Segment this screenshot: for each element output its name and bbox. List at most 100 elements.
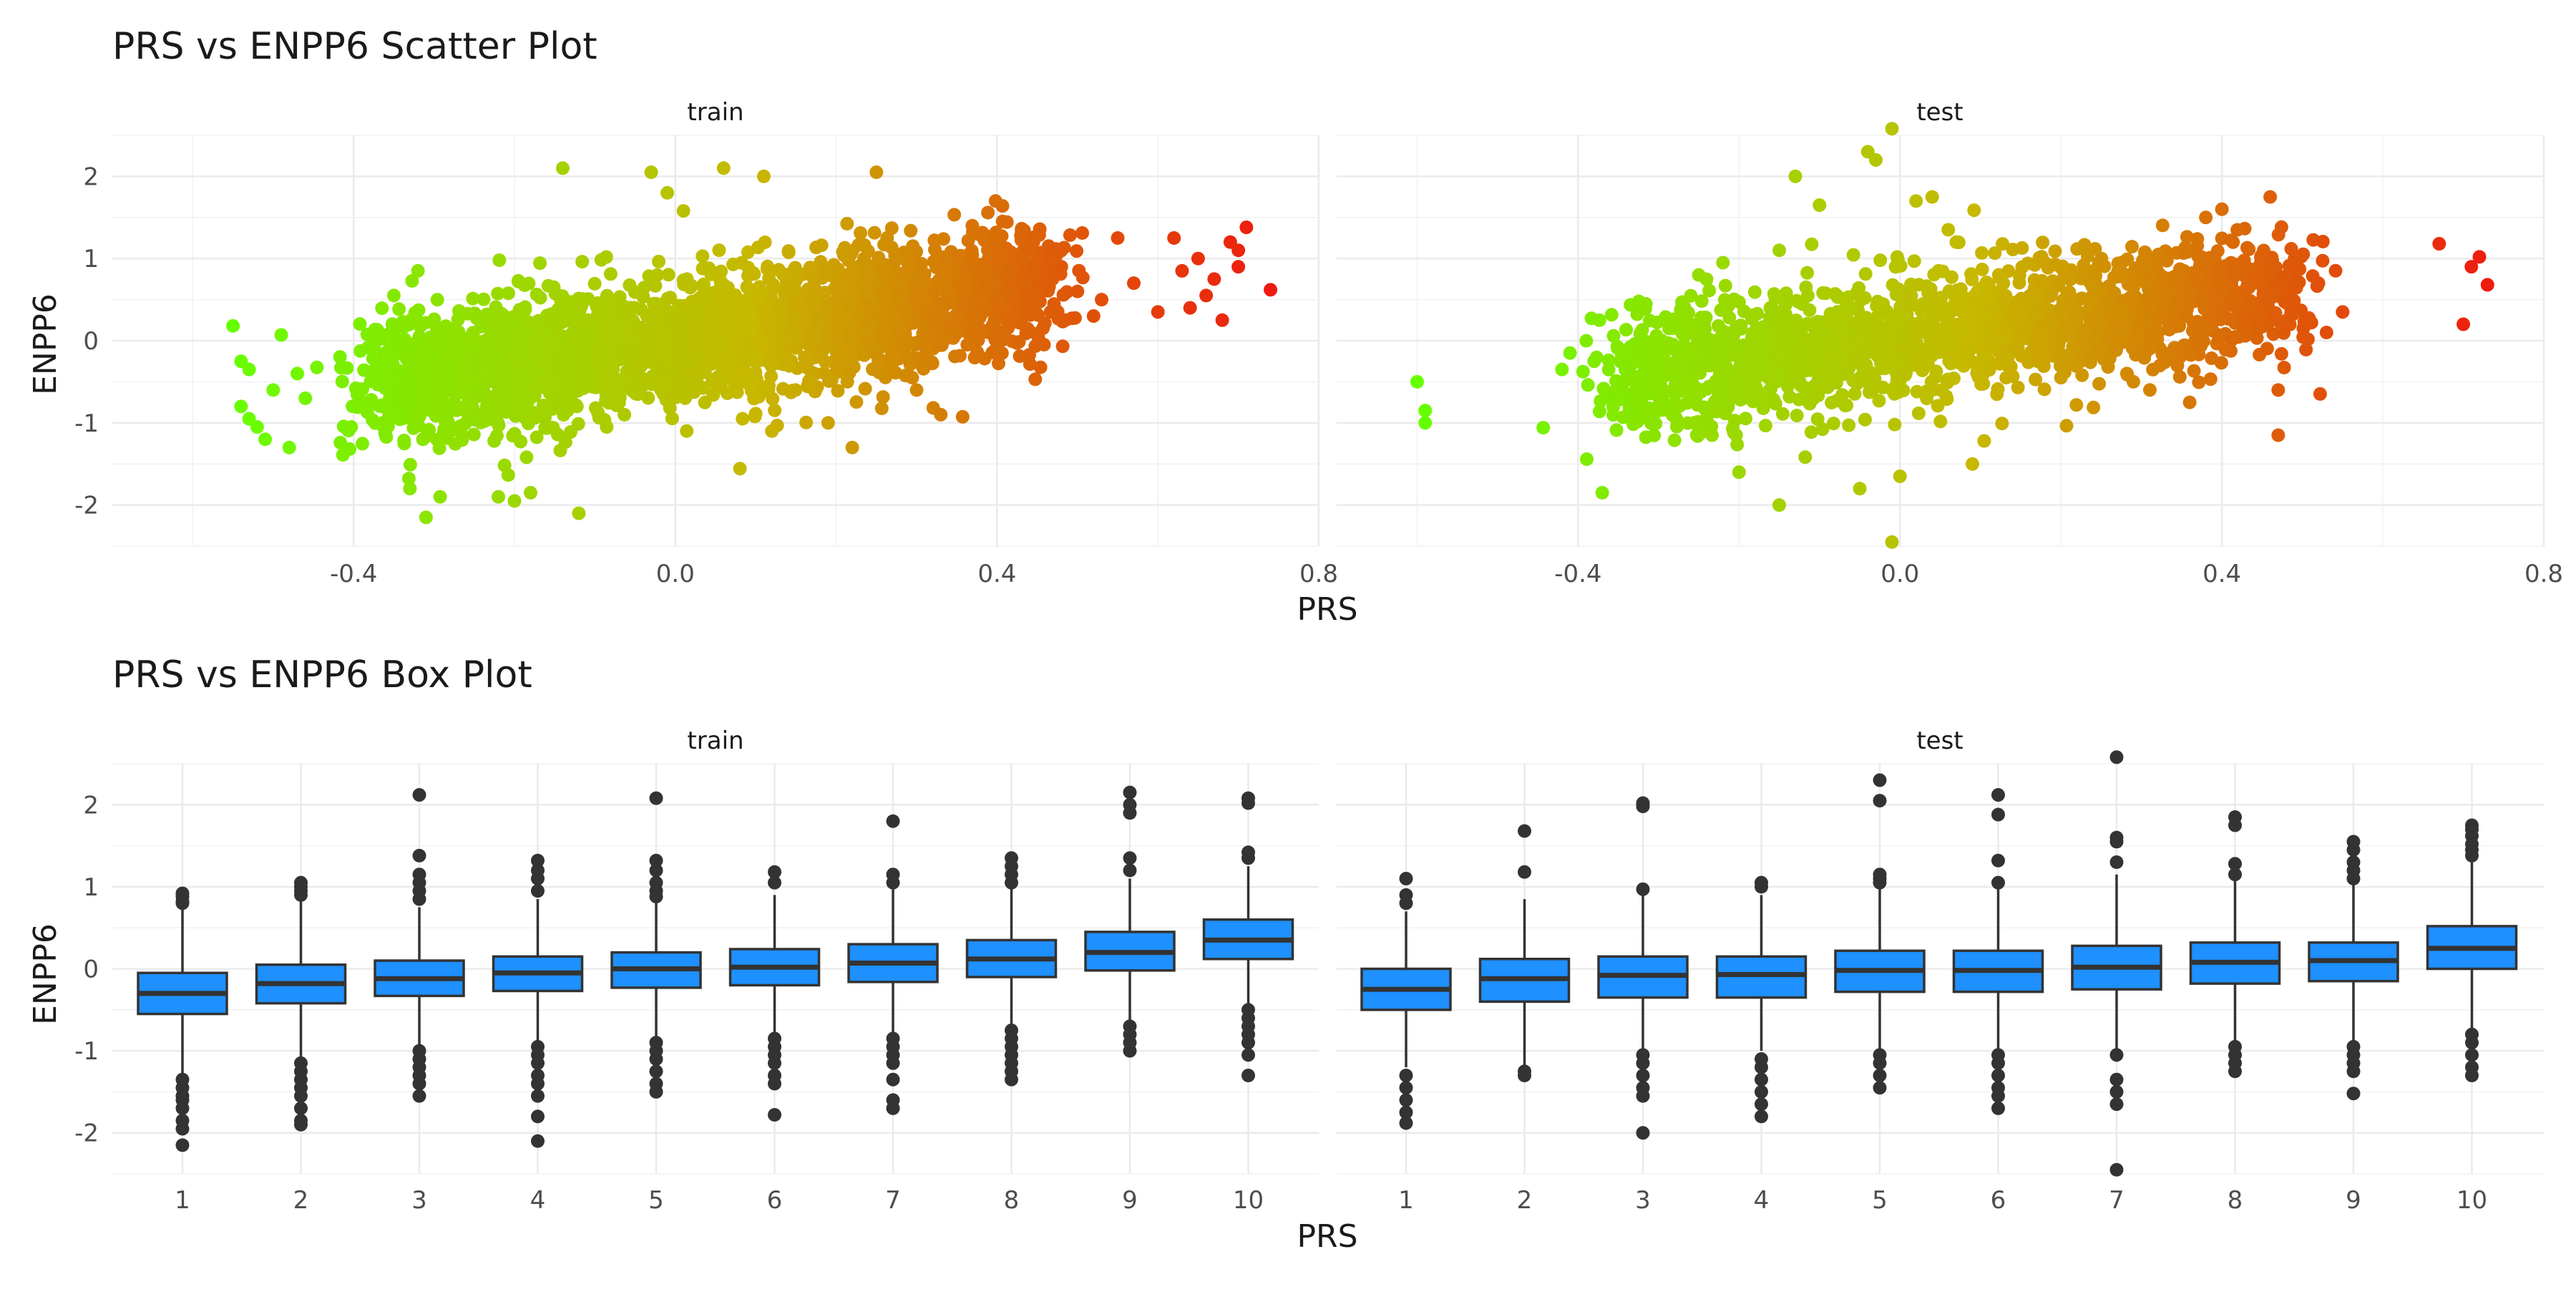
scatter-point	[351, 388, 364, 402]
scatter-point	[885, 241, 899, 254]
scatter-point	[1955, 321, 1968, 335]
scatter-point	[1587, 354, 1601, 368]
scatter-point	[454, 427, 468, 440]
box-outlier	[1123, 786, 1137, 800]
scatter-point	[1692, 328, 1706, 341]
scatter-point	[1070, 285, 1084, 298]
scatter-point	[2239, 260, 2253, 273]
y-tick-label: 2	[83, 162, 99, 191]
scatter-point	[413, 330, 426, 344]
scatter-point	[1063, 228, 1077, 242]
scatter-point	[1878, 320, 1892, 334]
box-outlier	[1123, 851, 1137, 865]
scatter-point	[2056, 303, 2069, 317]
scatter-point	[975, 226, 989, 240]
scatter-point	[1619, 323, 1633, 336]
scatter-point	[765, 356, 779, 369]
scatter-point	[1838, 303, 1851, 317]
scatter-point	[1885, 122, 1899, 135]
scatter-point	[2211, 244, 2225, 258]
scatter-point	[2180, 230, 2194, 243]
scatter-point	[904, 224, 917, 238]
scatter-point	[2091, 321, 2104, 335]
scatter-point	[2186, 324, 2200, 338]
scatter-point	[990, 293, 1003, 307]
scatter-point	[960, 298, 974, 312]
scatter-point	[1893, 470, 1907, 483]
box-outlier	[887, 815, 900, 828]
scatter-point	[645, 165, 658, 179]
scatter-point	[588, 340, 602, 354]
scatter-point	[1722, 311, 1736, 324]
scatter-point	[1871, 295, 1885, 309]
scatter-point	[927, 233, 941, 247]
scatter-point	[540, 375, 553, 389]
scatter-point	[1991, 382, 2005, 396]
scatter-point	[361, 341, 375, 354]
scatter-point	[441, 372, 454, 386]
scatter-point	[1693, 366, 1707, 380]
scatter-point	[386, 350, 400, 364]
scatter-point	[714, 265, 728, 278]
scatter-point	[1793, 375, 1807, 389]
scatter-point	[746, 374, 759, 388]
scatter-point	[1790, 294, 1804, 308]
box-outlier	[1005, 876, 1018, 890]
scatter-point	[2036, 235, 2049, 249]
scatter-point	[1694, 383, 1708, 397]
scatter-point	[1563, 346, 1577, 360]
scatter-point	[585, 380, 599, 394]
scatter-point	[834, 356, 848, 370]
scatter-point	[494, 316, 507, 330]
scatter-point	[604, 267, 618, 281]
scatter-point	[2242, 281, 2255, 294]
scatter-point	[840, 217, 854, 230]
scatter-point	[1644, 354, 1657, 367]
scatter-point	[728, 312, 741, 326]
box-outlier	[531, 1057, 545, 1070]
box-outlier	[531, 1089, 545, 1103]
scatter-point	[1999, 352, 2013, 366]
scatter-point	[785, 384, 799, 397]
scatter-point	[1827, 313, 1840, 326]
scatter-point	[2297, 321, 2311, 335]
scatter-point	[1043, 280, 1056, 293]
scatter-point	[2113, 332, 2127, 346]
scatter-point	[479, 334, 493, 347]
box-outlier	[1241, 851, 1255, 865]
x-tick-label: 7	[2109, 1186, 2124, 1215]
box-outlier	[1123, 806, 1137, 820]
scatter-point	[648, 324, 662, 338]
scatter-point	[1859, 267, 1873, 281]
scatter-point	[1674, 305, 1688, 319]
scatter-point	[1992, 271, 2006, 284]
scatter-facet-label-train: train	[687, 98, 743, 127]
scatter-point	[631, 387, 645, 401]
scatter-point	[479, 354, 493, 368]
box-4	[1717, 876, 1806, 1124]
scatter-point	[688, 344, 702, 358]
scatter-point	[952, 251, 965, 265]
scatter-point	[575, 255, 589, 268]
scatter-point	[1936, 299, 1949, 313]
scatter-point	[373, 399, 386, 413]
x-tick-label: -0.4	[330, 560, 377, 588]
scatter-point	[2204, 372, 2218, 386]
x-tick-label: 7	[885, 1186, 901, 1215]
scatter-point	[735, 256, 748, 270]
scatter-point	[2054, 371, 2068, 384]
scatter-point	[893, 323, 907, 336]
scatter-point	[1944, 356, 1958, 370]
scatter-point	[1792, 393, 1806, 407]
box-plot-title: PRS vs ENPP6 Box Plot	[112, 654, 532, 696]
scatter-point	[1031, 309, 1045, 322]
scatter-point	[1799, 281, 1813, 294]
scatter-point	[2313, 387, 2327, 401]
scatter-point	[518, 278, 532, 292]
box-outlier	[1755, 1085, 1768, 1099]
scatter-point	[2129, 296, 2142, 309]
scatter-point	[904, 311, 917, 325]
scatter-point	[1216, 314, 1229, 327]
scatter-point	[533, 256, 547, 270]
